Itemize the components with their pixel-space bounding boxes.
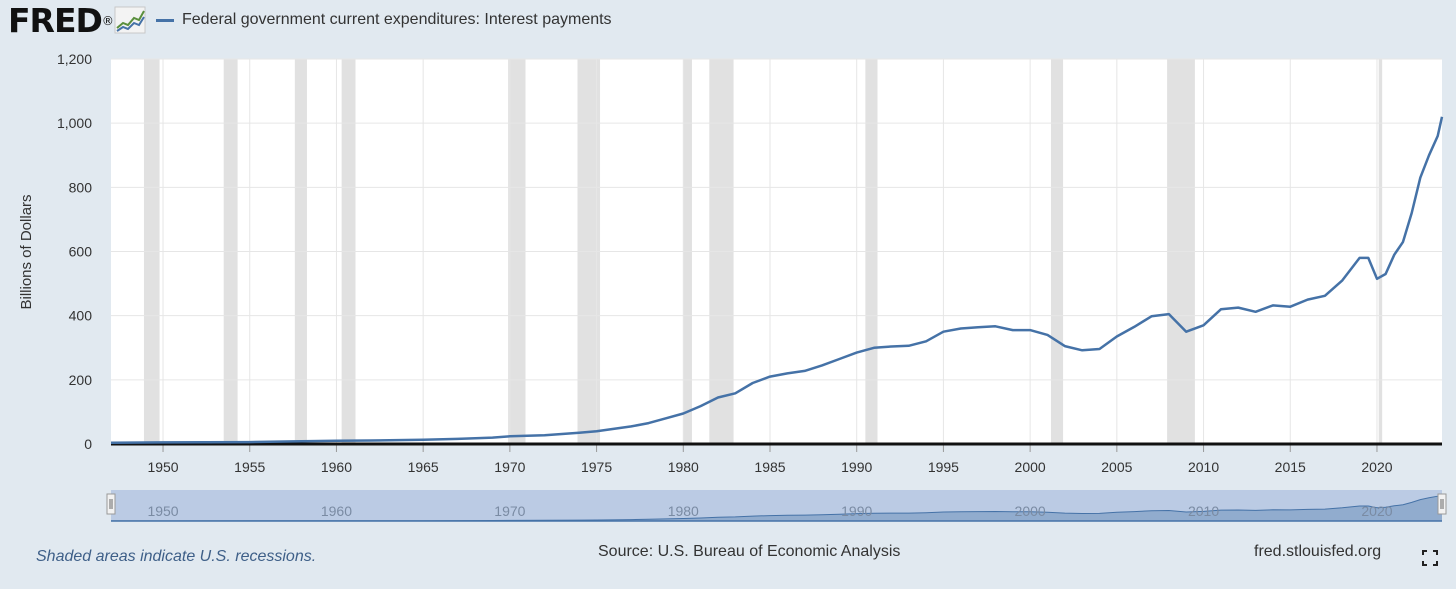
x-tick-label: 1980 (668, 459, 699, 475)
legend-swatch (156, 18, 174, 22)
chart-legend[interactable]: Federal government current expenditures:… (156, 10, 612, 30)
y-axis-label: Billions of Dollars (18, 194, 35, 309)
navigator-series-area (111, 494, 1442, 521)
x-tick-label: 1985 (754, 459, 785, 475)
y-tick-label: 1,200 (57, 51, 92, 67)
y-tick-label: 1,000 (57, 115, 92, 131)
navigator-tick-label: 1970 (494, 503, 525, 519)
navigator-handle-body (106, 493, 116, 515)
site-link[interactable]: fred.stlouisfed.org (1254, 543, 1382, 560)
y-tick-label: 400 (69, 308, 93, 324)
navigator-tick-label: 1990 (841, 503, 872, 519)
y-tick-label: 600 (69, 244, 93, 260)
x-tick-label: 1950 (147, 459, 178, 475)
x-tick-label: 1955 (234, 459, 265, 475)
x-tick-label: 1975 (581, 459, 612, 475)
navigator-series-line (111, 494, 1443, 522)
legend-series-label: Federal government current expenditures:… (182, 11, 612, 28)
x-tick-label: 1965 (408, 459, 439, 475)
x-tick-label: 1970 (494, 459, 525, 475)
navigator-tick-label: 2020 (1361, 503, 1392, 519)
navigator-tick-label: 1950 (147, 503, 178, 519)
navigator-tick-label: 2010 (1188, 503, 1219, 519)
x-tick-label: 1995 (928, 459, 959, 475)
navigator-tick-label: 1960 (321, 503, 352, 519)
navigator-tick-label: 1980 (668, 503, 699, 519)
x-tick-label: 2015 (1275, 459, 1306, 475)
y-tick-label: 800 (69, 179, 93, 195)
fred-logo[interactable]: FRED® (8, 1, 114, 40)
series-line-interest-payments (110, 116, 1444, 444)
logo-registered-mark: ® (101, 14, 114, 28)
navigator-handle-right[interactable] (1437, 493, 1447, 515)
fullscreen-icon[interactable] (1422, 550, 1438, 566)
navigator-handle-left[interactable] (106, 493, 116, 515)
source-credit: Source: U.S. Bureau of Economic Analysis (598, 543, 901, 560)
recession-note: Shaded areas indicate U.S. recessions. (36, 548, 317, 565)
y-tick-label: 0 (84, 436, 92, 452)
navigator-handle-body (1437, 493, 1447, 515)
x-tick-label: 2010 (1188, 459, 1219, 475)
x-tick-label: 1960 (321, 459, 352, 475)
logo-text: FRED (8, 1, 103, 40)
x-tick-label: 2020 (1361, 459, 1392, 475)
x-tick-label: 2005 (1101, 459, 1132, 475)
navigator-tick-label: 2000 (1015, 503, 1046, 519)
x-tick-label: 1990 (841, 459, 872, 475)
x-tick-label: 2000 (1015, 459, 1046, 475)
chart-header: FRED® Federal government current expendi… (0, 0, 1456, 44)
y-tick-label: 200 (69, 372, 93, 388)
fred-trend-chart-icon (114, 6, 146, 34)
